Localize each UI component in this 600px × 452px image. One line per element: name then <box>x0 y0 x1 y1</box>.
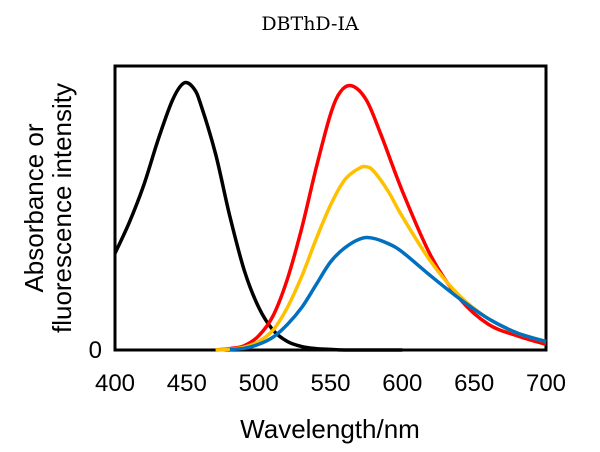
x-tick-label: 400 <box>95 370 135 397</box>
series-layer <box>113 80 547 352</box>
series-line-2 <box>215 83 547 352</box>
x-tick-label: 550 <box>310 370 350 397</box>
x-tick-label: 600 <box>382 370 422 397</box>
y-axis-label-line-2: fluorescence intensity <box>47 83 77 333</box>
chart-title: DBThD-IA <box>261 13 359 35</box>
x-axis-label: Wavelength/nm <box>240 414 420 444</box>
x-tick-label: 450 <box>167 370 207 397</box>
series-line-4 <box>229 235 547 352</box>
x-tick-labels: 400 450 500 550 600 650 700 <box>95 370 566 397</box>
series-line-1 <box>113 80 403 352</box>
y-axis-label-line-1: Absorbance or <box>19 123 49 292</box>
series-line-3 <box>215 164 547 352</box>
y-tick-label: 0 <box>89 337 102 364</box>
x-tick-label: 700 <box>526 370 566 397</box>
x-tick-label: 500 <box>239 370 279 397</box>
x-tick-label: 650 <box>454 370 494 397</box>
